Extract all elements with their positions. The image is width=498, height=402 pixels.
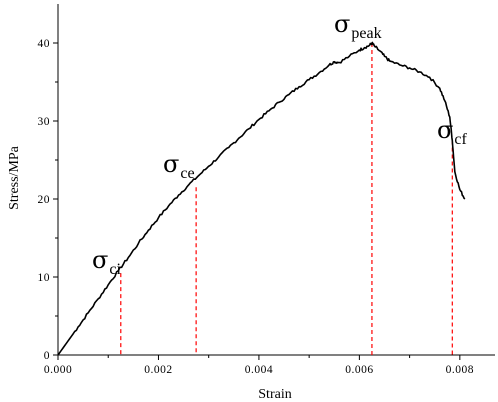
annotation-label: σcf <box>437 116 467 148</box>
annotation-label: σce <box>163 150 195 182</box>
plot-area: 0.000 0.002 0.004 0.006 0.008 0 10 20 30 40 σci σce… <box>38 4 495 376</box>
annotation-label: σci <box>92 246 121 278</box>
stress-strain-curve <box>57 41 466 356</box>
y-tick-label: 20 <box>38 194 51 206</box>
y-tick-label: 0 <box>44 350 50 362</box>
y-tick-label: 10 <box>38 272 51 284</box>
x-tick-label: 0.008 <box>446 364 474 376</box>
y-tick-label: 40 <box>38 38 51 50</box>
x-tick-label: 0.004 <box>245 364 273 376</box>
y-axis-title: Stress/MPa <box>7 145 22 210</box>
annotation-subscript: ce <box>180 165 194 182</box>
annotation-subscript: ci <box>109 261 121 278</box>
x-tick-label: 0.000 <box>44 364 72 376</box>
y-tick-label: 30 <box>38 116 51 128</box>
annotation-label: σpeak <box>334 10 382 42</box>
x-axis-title: Strain <box>258 387 291 402</box>
annotation-subscript: cf <box>454 131 467 148</box>
x-tick-label: 0.006 <box>345 364 373 376</box>
x-tick-label: 0.002 <box>144 364 172 376</box>
annotation-subscript: peak <box>351 25 381 42</box>
